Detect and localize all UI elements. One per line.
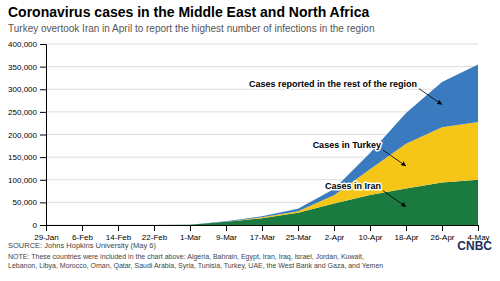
y-tick-label: 300,000 [8, 85, 37, 94]
y-tick: 200,000 [8, 131, 46, 140]
y-tick: 250,000 [8, 108, 46, 117]
x-tick-mark [370, 225, 371, 231]
annotation: Cases in Iran [325, 181, 381, 191]
y-tick-label: 250,000 [8, 108, 37, 117]
y-tick-mark [40, 67, 46, 68]
x-tick-mark [82, 225, 83, 231]
y-tick-mark [40, 44, 46, 45]
x-tick-label: 25-Mar [286, 233, 312, 242]
x-tick: 18-Apr [394, 225, 418, 242]
annotation: Cases reported in the rest of the region [249, 79, 417, 89]
y-tick-label: 400,000 [8, 40, 37, 49]
x-tick: 9-Mar [216, 225, 237, 242]
plot-area [46, 65, 478, 225]
x-tick-mark [262, 225, 263, 231]
x-tick-label: 26-Apr [430, 233, 454, 242]
annotation-arrow [383, 191, 406, 207]
y-tick: 150,000 [8, 153, 46, 162]
y-tick-mark [40, 112, 46, 113]
y-tick: 300,000 [8, 85, 46, 94]
annotation-arrow [383, 150, 406, 166]
annotation: Cases in Turkey [313, 140, 381, 150]
grid-line [46, 44, 478, 45]
y-tick: 50,000 [13, 198, 46, 207]
y-tick-mark [40, 225, 46, 226]
y-tick-mark [40, 202, 46, 203]
x-tick: 26-Apr [430, 225, 454, 242]
source: SOURCE: Johns Hopkins University (May 6) [8, 241, 156, 250]
x-tick: 29-Jan [34, 225, 58, 242]
note-line: NOTE: These countries were included in t… [8, 253, 364, 261]
x-tick-mark [118, 225, 119, 231]
x-axis-line [47, 226, 479, 232]
note: NOTE: These countries were included in t… [8, 253, 383, 270]
y-tick-mark [40, 89, 46, 90]
x-tick-mark [442, 225, 443, 231]
x-tick-mark [334, 225, 335, 231]
x-tick-mark [190, 225, 191, 231]
x-tick-label: 17-Mar [250, 233, 276, 242]
x-tick-mark [298, 225, 299, 231]
y-tick-label: 200,000 [8, 131, 37, 140]
x-tick-mark [154, 225, 155, 231]
y-tick-mark [40, 135, 46, 136]
y-tick-label: 150,000 [8, 153, 37, 162]
x-tick-mark [406, 225, 407, 231]
y-tick: 400,000 [8, 40, 46, 49]
x-axis: 29-Jan 6-Feb 14-Feb 22-Feb 1-Mar 9-Mar 17-Mar 2… [34, 225, 489, 242]
x-tick: 22-Feb [142, 225, 168, 242]
title: Coronavirus cases in the Middle East and… [8, 4, 369, 20]
y-tick-label: 50,000 [13, 198, 38, 207]
grid-line [46, 89, 478, 90]
x-tick: 14-Feb [106, 225, 132, 242]
x-tick: 17-Mar [250, 225, 276, 242]
x-tick-label: 10-Apr [358, 233, 382, 242]
annotation-arrow [419, 89, 442, 105]
x-tick: 6-Feb [72, 225, 93, 242]
y-tick: 350,000 [8, 63, 46, 72]
x-tick-label: 9-Mar [216, 233, 237, 242]
area [46, 65, 478, 225]
x-tick-mark [478, 225, 479, 231]
x-tick: 25-Mar [286, 225, 312, 242]
note-line: Lebanon, Libya, Morocco, Oman, Qatar, Sa… [8, 262, 383, 270]
subtitle: Turkey overtook Iran in April to report … [8, 23, 375, 34]
chart: Coronavirus cases in the Middle East and… [0, 0, 500, 281]
annotations: Cases in Iran Cases in Turkey Cases report… [249, 79, 442, 207]
x-tick: 1-Mar [180, 225, 201, 242]
y-tick-mark [40, 180, 46, 181]
y-tick-label: 350,000 [8, 63, 37, 72]
x-tick-label: 1-Mar [180, 233, 201, 242]
y-axis: 0 50,000 100,000 150,000 200,000 250,000 300,0… [8, 40, 46, 230]
grid-line [46, 66, 478, 67]
y-axis-line [40, 45, 47, 226]
brand: CNBC [457, 239, 492, 253]
x-tick-label: 18-Apr [394, 233, 418, 242]
y-tick-label: 0 [33, 221, 38, 230]
y-tick-mark [40, 157, 46, 158]
grid [46, 44, 478, 225]
x-tick-mark [226, 225, 227, 231]
x-tick-label: 2-Apr [325, 233, 345, 242]
y-tick: 0 [33, 221, 46, 230]
x-tick: 2-Apr [325, 225, 345, 242]
y-tick-label: 100,000 [8, 176, 37, 185]
y-tick: 100,000 [8, 176, 46, 185]
x-tick: 10-Apr [358, 225, 382, 242]
